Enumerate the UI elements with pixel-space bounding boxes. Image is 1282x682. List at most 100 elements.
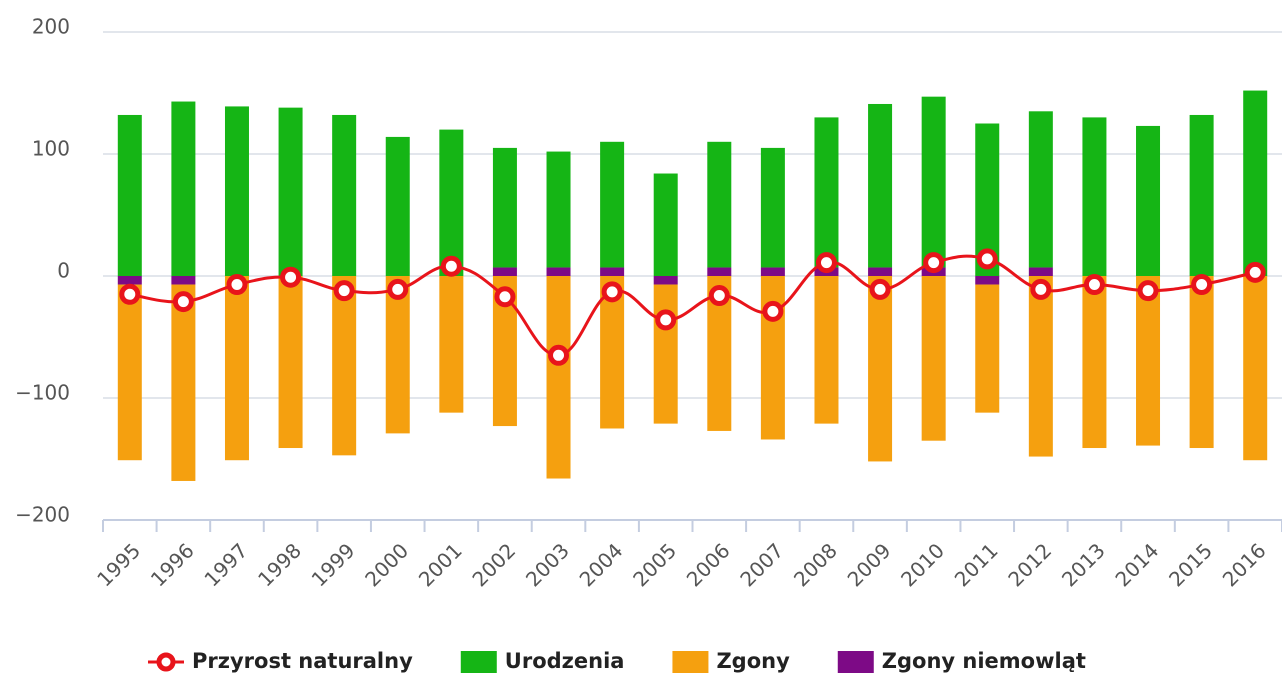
bar: [332, 276, 357, 456]
bar: [332, 114, 357, 277]
line-marker: [494, 286, 516, 308]
line-marker: [815, 252, 837, 274]
legend-label: Urodzenia: [505, 649, 625, 673]
x-tick-label: 1998: [253, 538, 306, 591]
x-tick-label: 2002: [467, 538, 520, 591]
line-marker: [387, 278, 409, 300]
line-marker: [333, 280, 355, 302]
line-marker: [226, 274, 248, 296]
bar: [117, 284, 142, 461]
bar: [546, 276, 571, 479]
x-tick-label: 2012: [1003, 538, 1056, 591]
bar: [439, 276, 464, 413]
bar: [171, 276, 196, 285]
bar: [492, 147, 517, 268]
line-marker: [1191, 274, 1213, 296]
bar: [653, 284, 678, 424]
bar: [868, 276, 893, 462]
bar: [117, 276, 142, 285]
bar: [975, 276, 1000, 285]
bar: [600, 141, 625, 268]
line-marker: [708, 285, 730, 307]
line-marker: [762, 300, 784, 322]
legend-swatch: [837, 651, 874, 673]
x-tick-label: 2008: [789, 538, 842, 591]
line-marker: [280, 266, 302, 288]
line-marker: [976, 248, 998, 270]
line: [129, 254, 1256, 357]
bar: [385, 136, 410, 276]
bar: [1243, 276, 1268, 461]
x-tick-label: 1996: [146, 538, 199, 591]
bar: [1189, 114, 1214, 277]
bar: [1028, 276, 1053, 457]
x-tick-label: 2007: [735, 538, 788, 591]
x-tick-label: 2015: [1164, 538, 1217, 591]
bar: [224, 106, 249, 276]
bar: [921, 276, 946, 441]
x-tick-label: 1999: [307, 538, 360, 591]
legend-label: Zgony niemowląt: [882, 649, 1086, 673]
x-tick-label: 2004: [575, 538, 628, 591]
y-tick-label: 0: [57, 259, 70, 283]
line-marker: [172, 291, 194, 313]
bar: [224, 276, 249, 461]
bar: [868, 267, 893, 276]
bar: [1243, 90, 1268, 276]
bar: [1082, 117, 1107, 277]
x-tick-label: 2011: [950, 538, 1003, 591]
line-marker: [119, 283, 141, 305]
line-marker: [440, 255, 462, 277]
line-marker: [1030, 278, 1052, 300]
x-tick-label: 2003: [521, 538, 574, 591]
bar: [814, 117, 839, 268]
line-marker: [923, 252, 945, 274]
bar: [653, 276, 678, 285]
bar: [868, 103, 893, 268]
line-marker: [1137, 280, 1159, 302]
bar: [600, 267, 625, 276]
bar: [1028, 267, 1053, 276]
line-marker: [869, 278, 891, 300]
bar: [1028, 111, 1053, 268]
x-tick-label: 2014: [1110, 538, 1163, 591]
y-tick-label: 200: [32, 15, 70, 39]
line-marker: [655, 309, 677, 331]
bar: [707, 267, 732, 276]
x-tick-label: 2009: [843, 538, 896, 591]
legend-swatch: [460, 651, 497, 673]
line-marker: [601, 281, 623, 303]
x-tick-label: 2001: [414, 538, 467, 591]
x-tick-label: 2010: [896, 538, 949, 591]
x-tick-label: 1995: [92, 538, 145, 591]
bar: [1136, 276, 1161, 446]
bar: [278, 107, 303, 276]
y-tick-label: −100: [15, 381, 70, 405]
line-marker: [1083, 274, 1105, 296]
bar: [171, 284, 196, 481]
x-tick-label: 2013: [1057, 538, 1110, 591]
bar: [385, 276, 410, 434]
x-tick-label: 2006: [682, 538, 735, 591]
legend: Przyrost naturalny Urodzenia Zgony Zgony ni…: [148, 649, 1086, 673]
bar: [439, 129, 464, 276]
legend-marker: [156, 652, 176, 672]
bar: [171, 101, 196, 276]
bar: [707, 141, 732, 268]
bar: [278, 276, 303, 449]
bar: [760, 147, 785, 268]
bar: [921, 96, 946, 268]
bar: [1082, 276, 1107, 449]
bar: [760, 267, 785, 276]
line-marker: [548, 344, 570, 366]
bar: [117, 114, 142, 277]
x-tick-label: 1997: [199, 538, 252, 591]
bar: [1136, 125, 1161, 276]
legend-swatch: [672, 651, 709, 673]
bar: [546, 151, 571, 268]
bar: [492, 267, 517, 276]
bar: [546, 267, 571, 276]
x-tick-label: 2005: [628, 538, 681, 591]
